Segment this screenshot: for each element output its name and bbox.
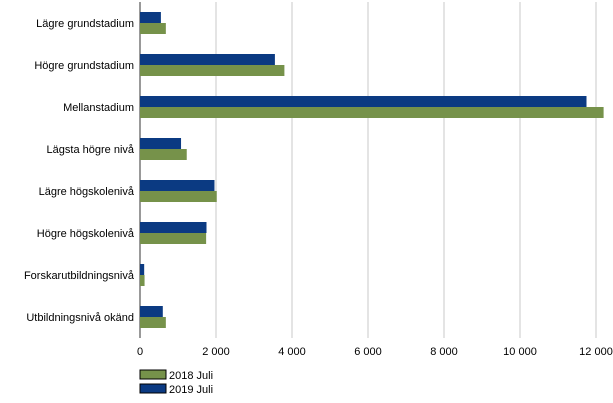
bar-series-2019 xyxy=(140,12,161,23)
bar-series-2018 xyxy=(140,275,145,286)
bar-series-2019 xyxy=(140,138,182,149)
category-label: Högre grundstadium xyxy=(34,60,134,72)
bar-series-2019 xyxy=(140,180,215,191)
category-labels: Lägre grundstadium Högre grundstadium Mell… xyxy=(24,18,135,324)
legend-swatch xyxy=(139,369,167,380)
bar-series-2018 xyxy=(140,149,187,160)
bar-series-2019 xyxy=(140,96,587,107)
grid-lines xyxy=(139,2,597,338)
bar-series-2018 xyxy=(140,107,604,118)
x-tick-labels: 0 2 000 4 000 6 000 8 000 10 000 12 000 xyxy=(137,346,613,358)
x-tick-label: 12 000 xyxy=(579,346,613,358)
category-label: Lägre högskolenivå xyxy=(39,186,135,198)
legend: 2018 Juli 2019 Juli xyxy=(139,369,213,396)
legend-swatch xyxy=(139,383,167,394)
category-label: Högre högskolenivå xyxy=(37,228,135,240)
x-tick-label: 6 000 xyxy=(354,346,382,358)
bar-series-2019 xyxy=(140,264,145,275)
x-tick-label: 0 xyxy=(137,346,143,358)
category-label: Forskarutbildningsnivå xyxy=(24,270,135,282)
bar-series-2019 xyxy=(140,222,207,233)
x-tick-label: 4 000 xyxy=(278,346,306,358)
category-label: Lägsta högre nivå xyxy=(47,144,135,156)
x-tick-label: 2 000 xyxy=(202,346,230,358)
bar-series-2019 xyxy=(140,306,163,317)
bar-series-2018 xyxy=(140,191,217,202)
bars xyxy=(140,12,604,328)
bar-series-2018 xyxy=(140,23,166,34)
x-tick-label: 10 000 xyxy=(503,346,537,358)
legend-label: 2019 Juli xyxy=(169,384,213,396)
bar-series-2018 xyxy=(140,317,166,328)
bar-series-2018 xyxy=(140,65,285,76)
x-tick-label: 8 000 xyxy=(430,346,458,358)
bar-series-2018 xyxy=(140,233,207,244)
legend-label: 2018 Juli xyxy=(169,370,213,382)
category-label: Lägre grundstadium xyxy=(36,18,134,30)
bar-series-2019 xyxy=(140,54,275,65)
category-label: Mellanstadium xyxy=(63,102,134,114)
category-label: Utbildningsnivå okänd xyxy=(26,312,134,324)
